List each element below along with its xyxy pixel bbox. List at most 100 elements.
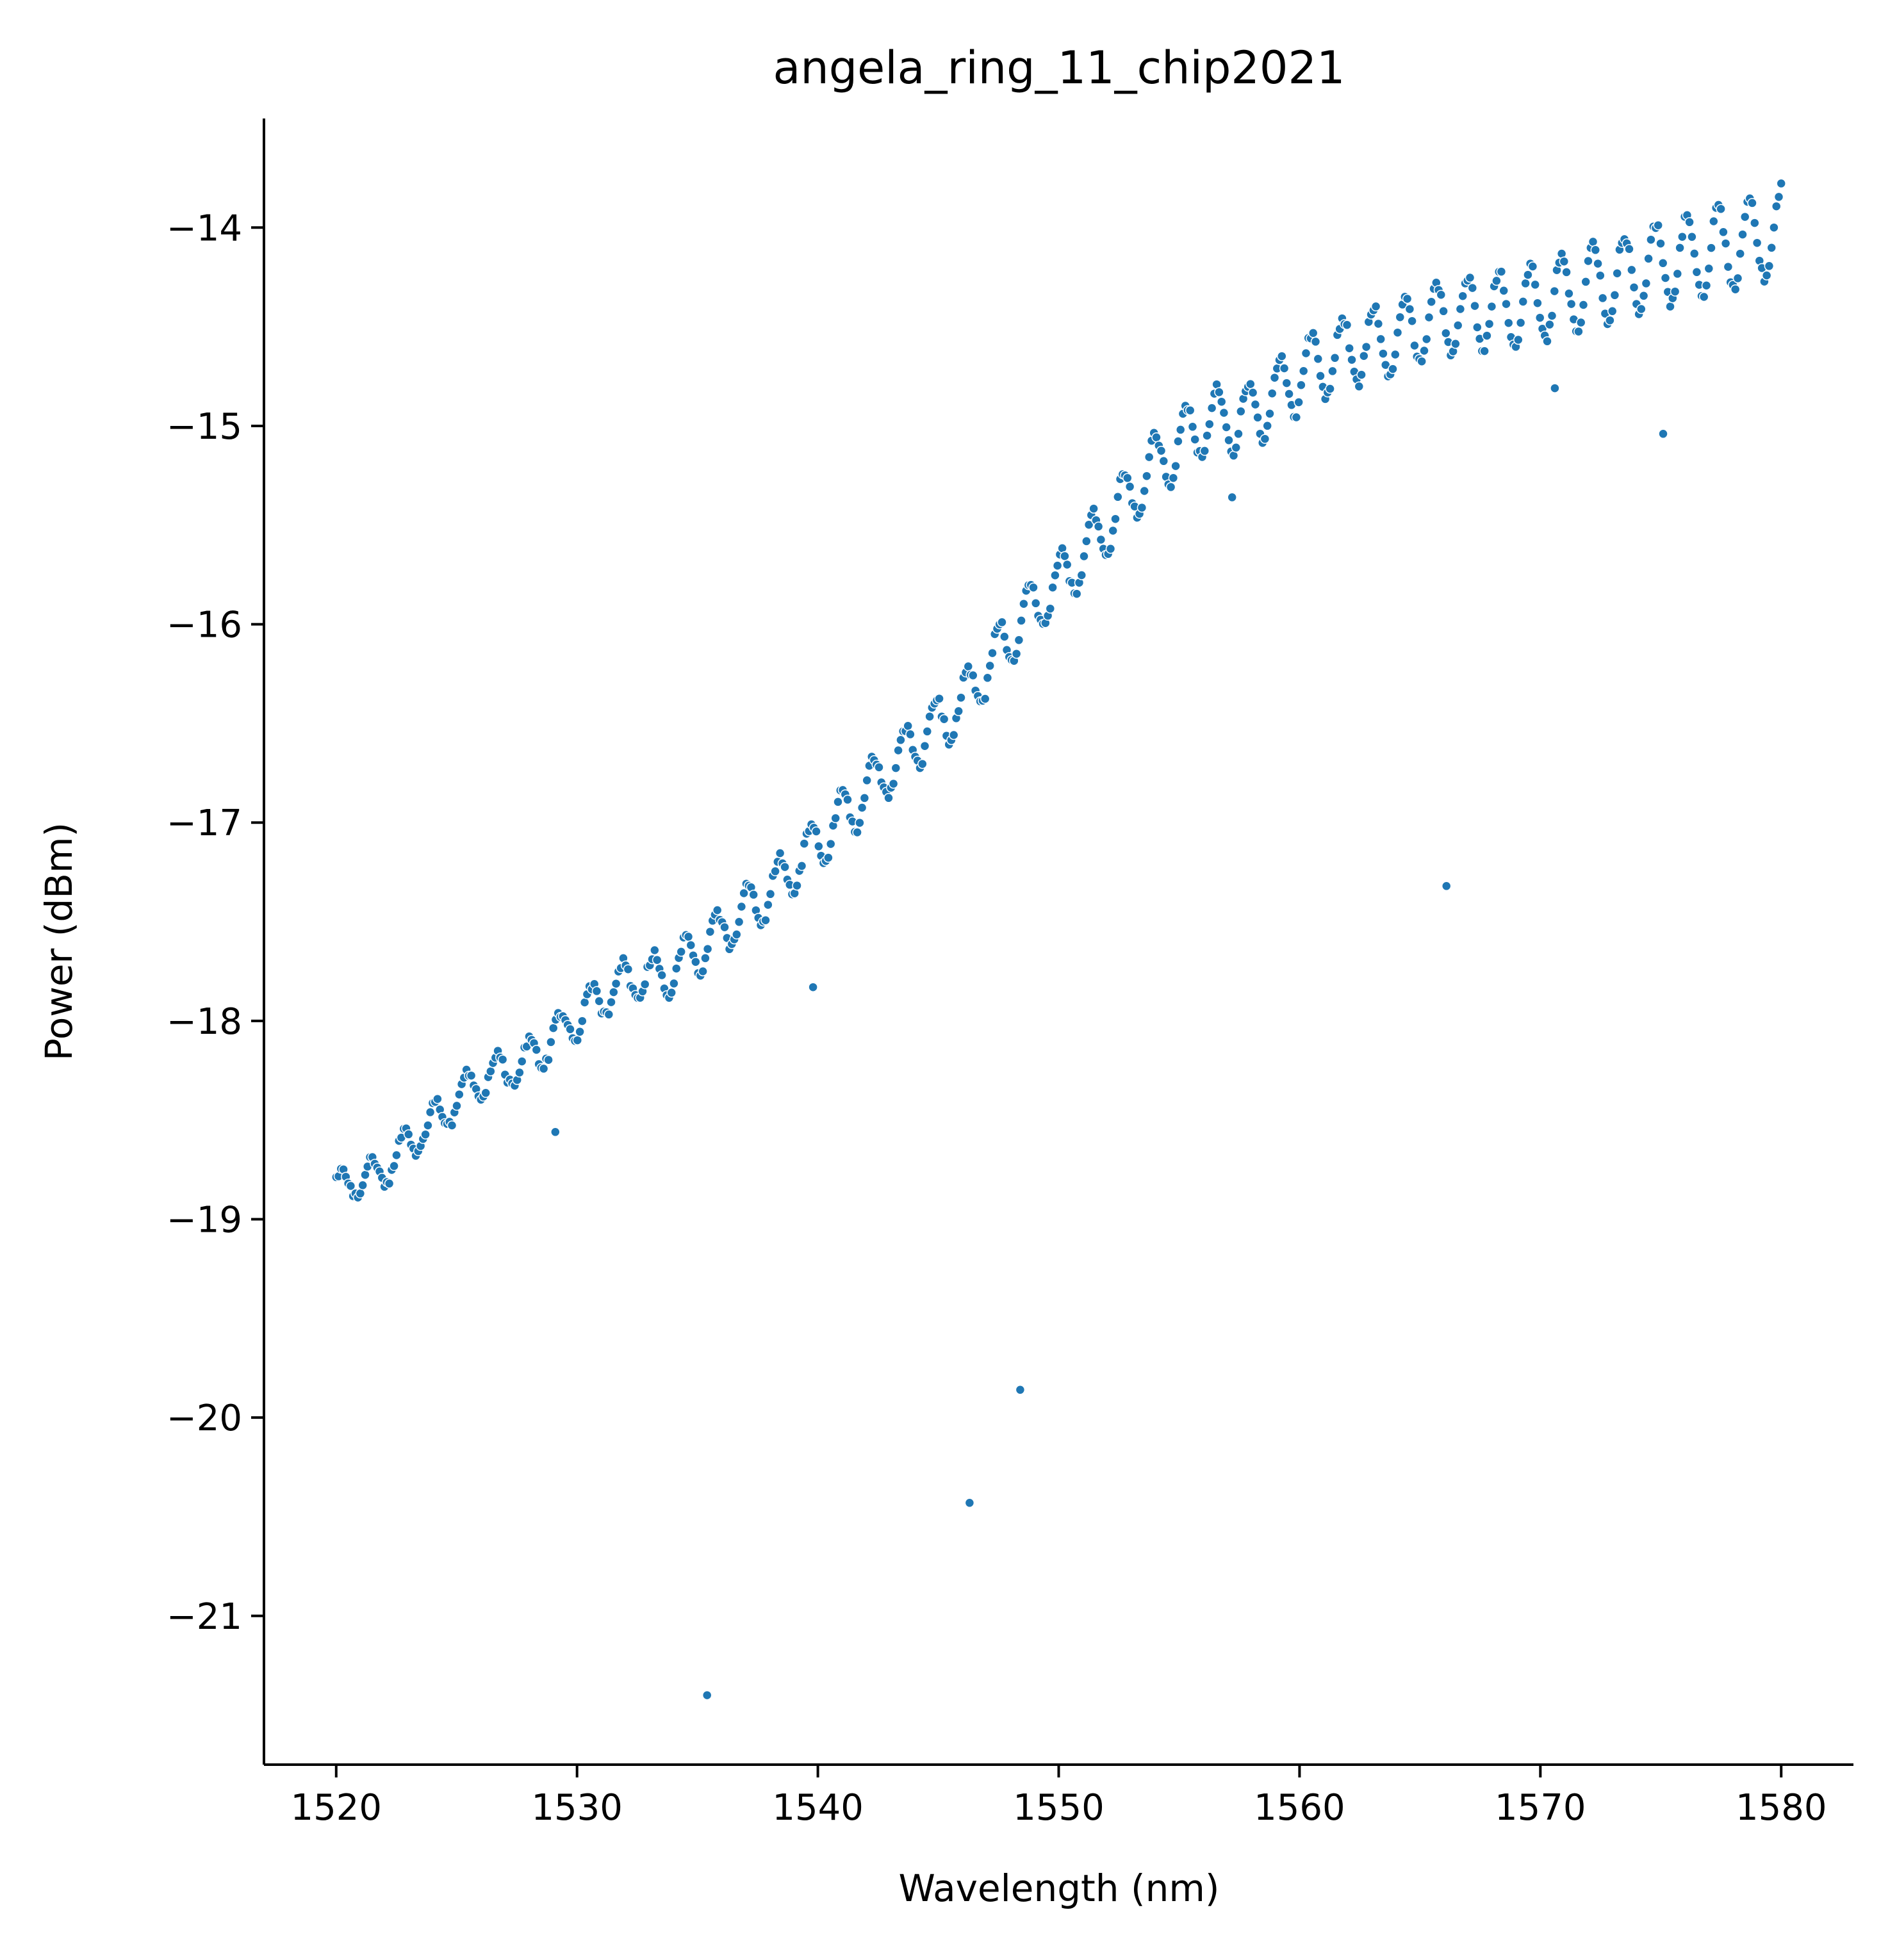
data-point <box>531 1045 542 1055</box>
data-point <box>594 996 604 1006</box>
data-point <box>934 693 944 704</box>
data-point <box>1605 315 1615 325</box>
data-point <box>1752 238 1762 248</box>
data-point <box>891 763 901 773</box>
data-point <box>1750 218 1760 228</box>
y-axis-ticks: −14 −15 −16 −17 −18 −19 −20 −21 <box>167 208 264 1638</box>
data-point <box>1709 216 1719 227</box>
data-point <box>548 1023 559 1033</box>
data-point <box>1643 254 1654 264</box>
data-point <box>432 1093 443 1104</box>
data-point <box>1206 403 1217 413</box>
y-tick-label: −14 <box>167 208 242 249</box>
data-point <box>1113 492 1123 502</box>
data-point <box>1450 339 1461 349</box>
data-point <box>1301 348 1311 359</box>
data-point <box>1359 350 1369 361</box>
data-point <box>968 670 978 681</box>
data-point <box>985 660 995 671</box>
data-point <box>1250 399 1261 410</box>
data-point <box>1373 318 1384 329</box>
data-point <box>657 970 667 981</box>
data-point <box>1612 268 1622 279</box>
data-point <box>1298 366 1309 376</box>
data-point <box>1175 425 1186 435</box>
data-point <box>1723 261 1734 272</box>
data-point <box>1455 304 1466 314</box>
data-point <box>1402 293 1413 304</box>
data-point <box>1627 265 1637 275</box>
data-point <box>454 1089 464 1100</box>
data-point <box>676 947 686 957</box>
x-axis-ticks: 1520 1530 1540 1550 1560 1570 1580 <box>291 1765 1827 1829</box>
data-point <box>1730 284 1741 295</box>
outlier-point <box>1658 429 1668 439</box>
data-point <box>987 648 998 658</box>
data-point <box>1684 217 1695 227</box>
data-point <box>1491 275 1502 286</box>
data-point <box>686 940 696 951</box>
data-point <box>939 714 949 724</box>
data-point <box>1378 348 1388 359</box>
y-tick-label: −19 <box>167 1199 242 1241</box>
outlier-point <box>1441 881 1452 892</box>
data-point <box>982 673 993 683</box>
data-point <box>739 888 749 899</box>
data-point <box>423 1120 433 1131</box>
data-point <box>842 794 853 805</box>
data-point <box>1515 318 1526 328</box>
data-point <box>1011 648 1022 659</box>
data-point <box>1356 370 1367 380</box>
data-point <box>497 1054 508 1065</box>
data-point <box>1564 288 1574 299</box>
y-tick-label: −17 <box>167 803 242 844</box>
data-point <box>799 838 810 849</box>
data-point <box>963 661 974 672</box>
data-point <box>1388 364 1398 374</box>
data-point <box>1747 198 1757 208</box>
data-point <box>1045 603 1056 614</box>
data-point <box>948 730 959 740</box>
data-point <box>1479 346 1490 356</box>
data-point <box>814 841 824 852</box>
data-point <box>1503 318 1514 328</box>
data-point <box>1581 277 1591 287</box>
data-point <box>1706 243 1716 253</box>
data-point <box>1419 345 1429 356</box>
data-point <box>1636 304 1647 314</box>
outlier-point <box>1550 383 1560 393</box>
data-point <box>623 964 634 974</box>
data-point <box>1291 412 1302 423</box>
data-point <box>999 632 1010 642</box>
data-point <box>1281 378 1292 388</box>
data-point <box>1657 258 1668 268</box>
data-point <box>825 838 836 849</box>
data-point <box>1575 317 1586 328</box>
data-point <box>1421 334 1432 345</box>
data-point <box>1691 267 1702 277</box>
data-point <box>1071 589 1082 599</box>
data-point <box>734 917 744 927</box>
data-point <box>874 762 884 772</box>
data-point <box>538 1063 549 1074</box>
data-point <box>702 943 713 954</box>
data-point <box>1689 249 1700 259</box>
x-tick-label: 1580 <box>1736 1787 1827 1829</box>
data-point <box>1523 270 1533 280</box>
x-tick-label: 1560 <box>1254 1787 1345 1829</box>
data-point <box>1638 291 1649 301</box>
data-point <box>639 979 650 990</box>
data-point <box>1079 551 1089 562</box>
data-point <box>760 915 771 926</box>
data-point <box>919 740 930 751</box>
data-point <box>1417 356 1427 366</box>
y-axis-title: Power (dBm) <box>37 822 81 1061</box>
data-point <box>1361 341 1372 352</box>
data-point <box>609 987 619 997</box>
data-point <box>1732 273 1743 284</box>
data-point <box>1547 311 1557 321</box>
data-point <box>1776 178 1786 189</box>
data-point <box>905 729 916 740</box>
x-tick-label: 1550 <box>1013 1787 1105 1829</box>
data-point <box>345 1180 356 1191</box>
